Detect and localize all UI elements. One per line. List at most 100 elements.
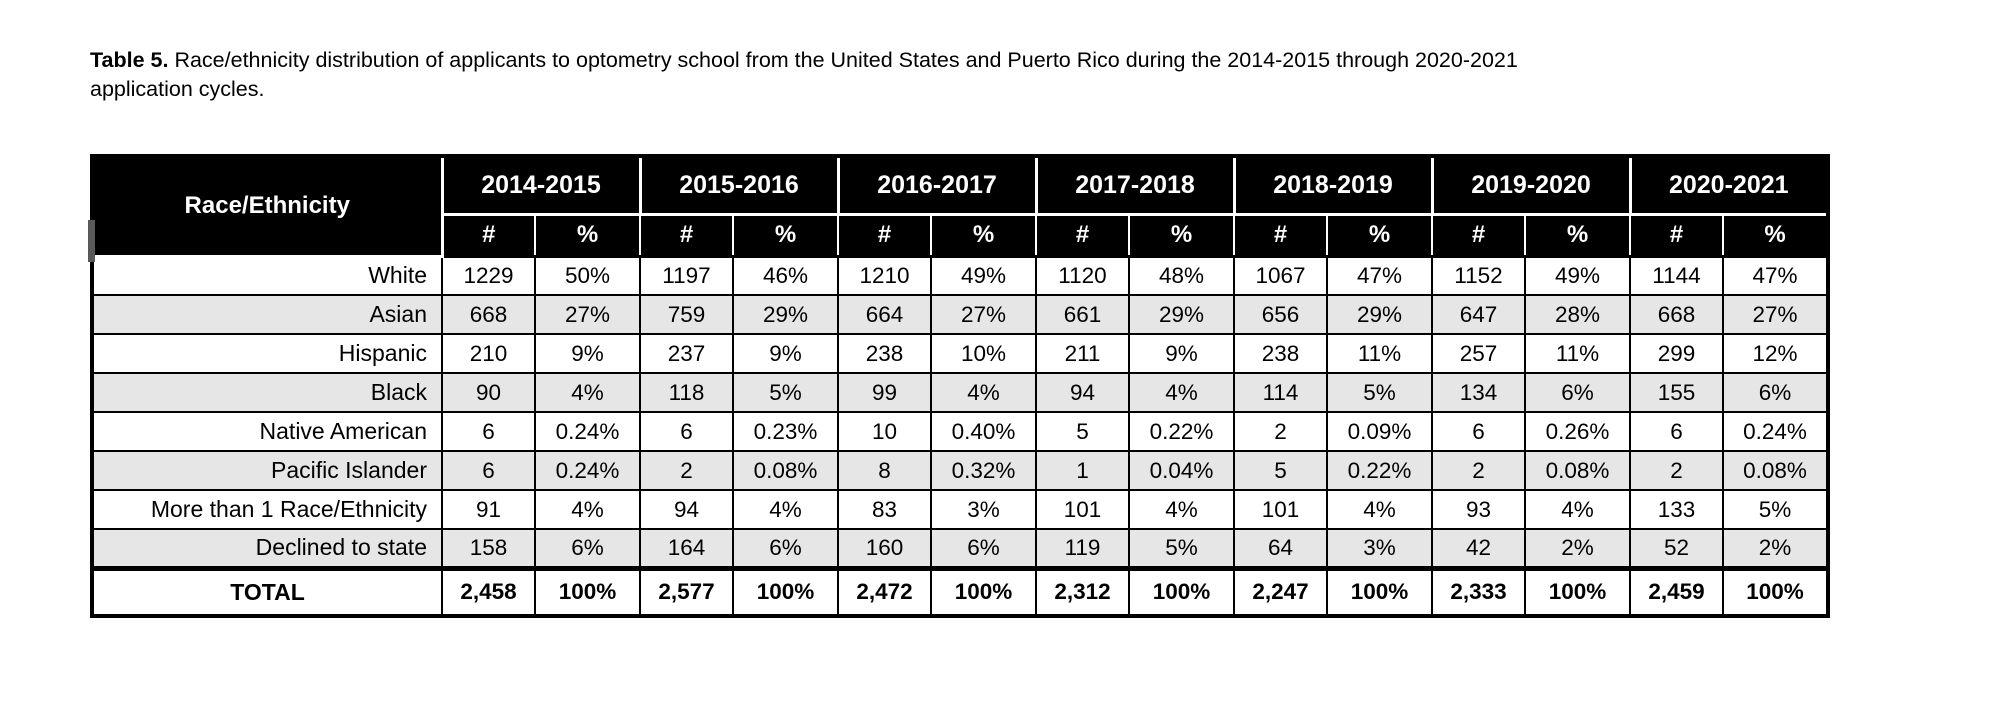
count-cell: 6 (441, 450, 536, 491)
total-percent-cell: 100% (1128, 565, 1235, 617)
percent-cell: 47% (1722, 254, 1829, 296)
year-header-2018-2019: 2018-2019 (1232, 154, 1434, 216)
table-row: Black 90 4% 118 5% 99 4% 94 4% 114 5% 134 6% 155 6% (91, 372, 1829, 413)
percent-cell: 27% (930, 294, 1037, 335)
percent-cell: 48% (1128, 254, 1235, 296)
percent-cell: 0.24% (1722, 411, 1829, 452)
percent-cell: 0.40% (930, 411, 1037, 452)
count-cell: 2 (1233, 411, 1328, 452)
row-label: Declined to state (91, 528, 443, 569)
percent-cell: 6% (930, 528, 1037, 569)
percent-cell: 3% (1326, 528, 1433, 569)
percent-cell: 0.08% (1722, 450, 1829, 491)
percent-cell: 4% (534, 489, 641, 530)
count-cell: 211 (1035, 333, 1130, 374)
count-cell: 52 (1629, 528, 1724, 569)
percent-cell: 0.08% (732, 450, 839, 491)
table-row: Asian 668 27% 759 29% 664 27% 661 29% 656 29% 647 28… (91, 294, 1829, 335)
count-cell: 6 (1431, 411, 1526, 452)
percent-cell: 46% (732, 254, 839, 296)
table-row: Declined to state 158 6% 164 6% 160 6% 119 5% 64 3… (91, 528, 1829, 569)
count-cell: 668 (441, 294, 536, 335)
total-label: TOTAL (91, 565, 443, 617)
percent-cell: 6% (1722, 372, 1829, 413)
percent-cell: 49% (930, 254, 1037, 296)
count-cell: 210 (441, 333, 536, 374)
count-cell: 1210 (837, 254, 932, 296)
total-row: TOTAL 2,458 100% 2,577 100% 2,472 100% 2,312 100… (91, 565, 1829, 617)
year-header-2017-2018: 2017-2018 (1034, 154, 1236, 216)
row-label: More than 1 Race/Ethnicity (91, 489, 443, 530)
caption-line-2: application cycles. (90, 77, 265, 101)
percent-cell: 49% (1524, 254, 1631, 296)
percent-cell: 27% (534, 294, 641, 335)
percent-cell: 5% (1128, 528, 1235, 569)
year-header-2020-2021: 2020-2021 (1628, 154, 1830, 216)
count-column-header: # (1035, 213, 1130, 257)
percent-cell: 0.24% (534, 411, 641, 452)
percent-cell: 4% (1326, 489, 1433, 530)
percent-cell: 29% (732, 294, 839, 335)
percent-cell: 4% (930, 372, 1037, 413)
percent-cell: 5% (732, 372, 839, 413)
total-percent-cell: 100% (930, 565, 1037, 617)
total-count-cell: 2,333 (1431, 565, 1526, 617)
count-column-header: # (1629, 213, 1724, 257)
count-cell: 257 (1431, 333, 1526, 374)
percent-cell: 0.22% (1128, 411, 1235, 452)
count-cell: 5 (1233, 450, 1328, 491)
count-cell: 164 (639, 528, 734, 569)
count-cell: 99 (837, 372, 932, 413)
percent-cell: 3% (930, 489, 1037, 530)
percent-cell: 29% (1326, 294, 1433, 335)
count-column-header: # (441, 213, 536, 257)
percent-cell: 0.23% (732, 411, 839, 452)
percent-cell: 0.04% (1128, 450, 1235, 491)
total-percent-cell: 100% (534, 565, 641, 617)
percent-cell: 0.09% (1326, 411, 1433, 452)
percent-cell: 0.32% (930, 450, 1037, 491)
count-cell: 661 (1035, 294, 1130, 335)
count-cell: 1120 (1035, 254, 1130, 296)
count-cell: 155 (1629, 372, 1724, 413)
percent-column-header: % (930, 213, 1037, 257)
count-cell: 8 (837, 450, 932, 491)
count-cell: 2 (1431, 450, 1526, 491)
total-count-cell: 2,312 (1035, 565, 1130, 617)
row-label: White (91, 254, 443, 296)
count-cell: 237 (639, 333, 734, 374)
count-cell: 64 (1233, 528, 1328, 569)
percent-column-header: % (732, 213, 839, 257)
count-cell: 6 (1629, 411, 1724, 452)
count-cell: 42 (1431, 528, 1526, 569)
header-left-border-artifact (88, 220, 95, 262)
count-cell: 2 (1629, 450, 1724, 491)
count-cell: 118 (639, 372, 734, 413)
row-label: Black (91, 372, 443, 413)
count-cell: 83 (837, 489, 932, 530)
percent-cell: 27% (1722, 294, 1829, 335)
year-header-2015-2016: 2015-2016 (638, 154, 840, 216)
percent-cell: 28% (1524, 294, 1631, 335)
percent-cell: 6% (1524, 372, 1631, 413)
race-ethnicity-table: Race/Ethnicity 2014-2015 2015-2016 2016-20… (90, 154, 1830, 618)
count-cell: 101 (1035, 489, 1130, 530)
row-label: Pacific Islander (91, 450, 443, 491)
percent-cell: 4% (732, 489, 839, 530)
count-cell: 10 (837, 411, 932, 452)
percent-cell: 0.24% (534, 450, 641, 491)
caption-prefix: Table 5. (90, 48, 169, 72)
count-cell: 1197 (639, 254, 734, 296)
percent-cell: 6% (732, 528, 839, 569)
count-cell: 647 (1431, 294, 1526, 335)
percent-cell: 11% (1326, 333, 1433, 374)
count-column-header: # (639, 213, 734, 257)
percent-cell: 4% (1128, 372, 1235, 413)
percent-column-header: % (534, 213, 641, 257)
percent-cell: 0.26% (1524, 411, 1631, 452)
table-row: More than 1 Race/Ethnicity 91 4% 94 4% 83 3% 10… (91, 489, 1829, 530)
count-cell: 1067 (1233, 254, 1328, 296)
percent-cell: 9% (1128, 333, 1235, 374)
table-row: Native American 6 0.24% 6 0.23% 10 0.40% 5 0.22%… (91, 411, 1829, 452)
